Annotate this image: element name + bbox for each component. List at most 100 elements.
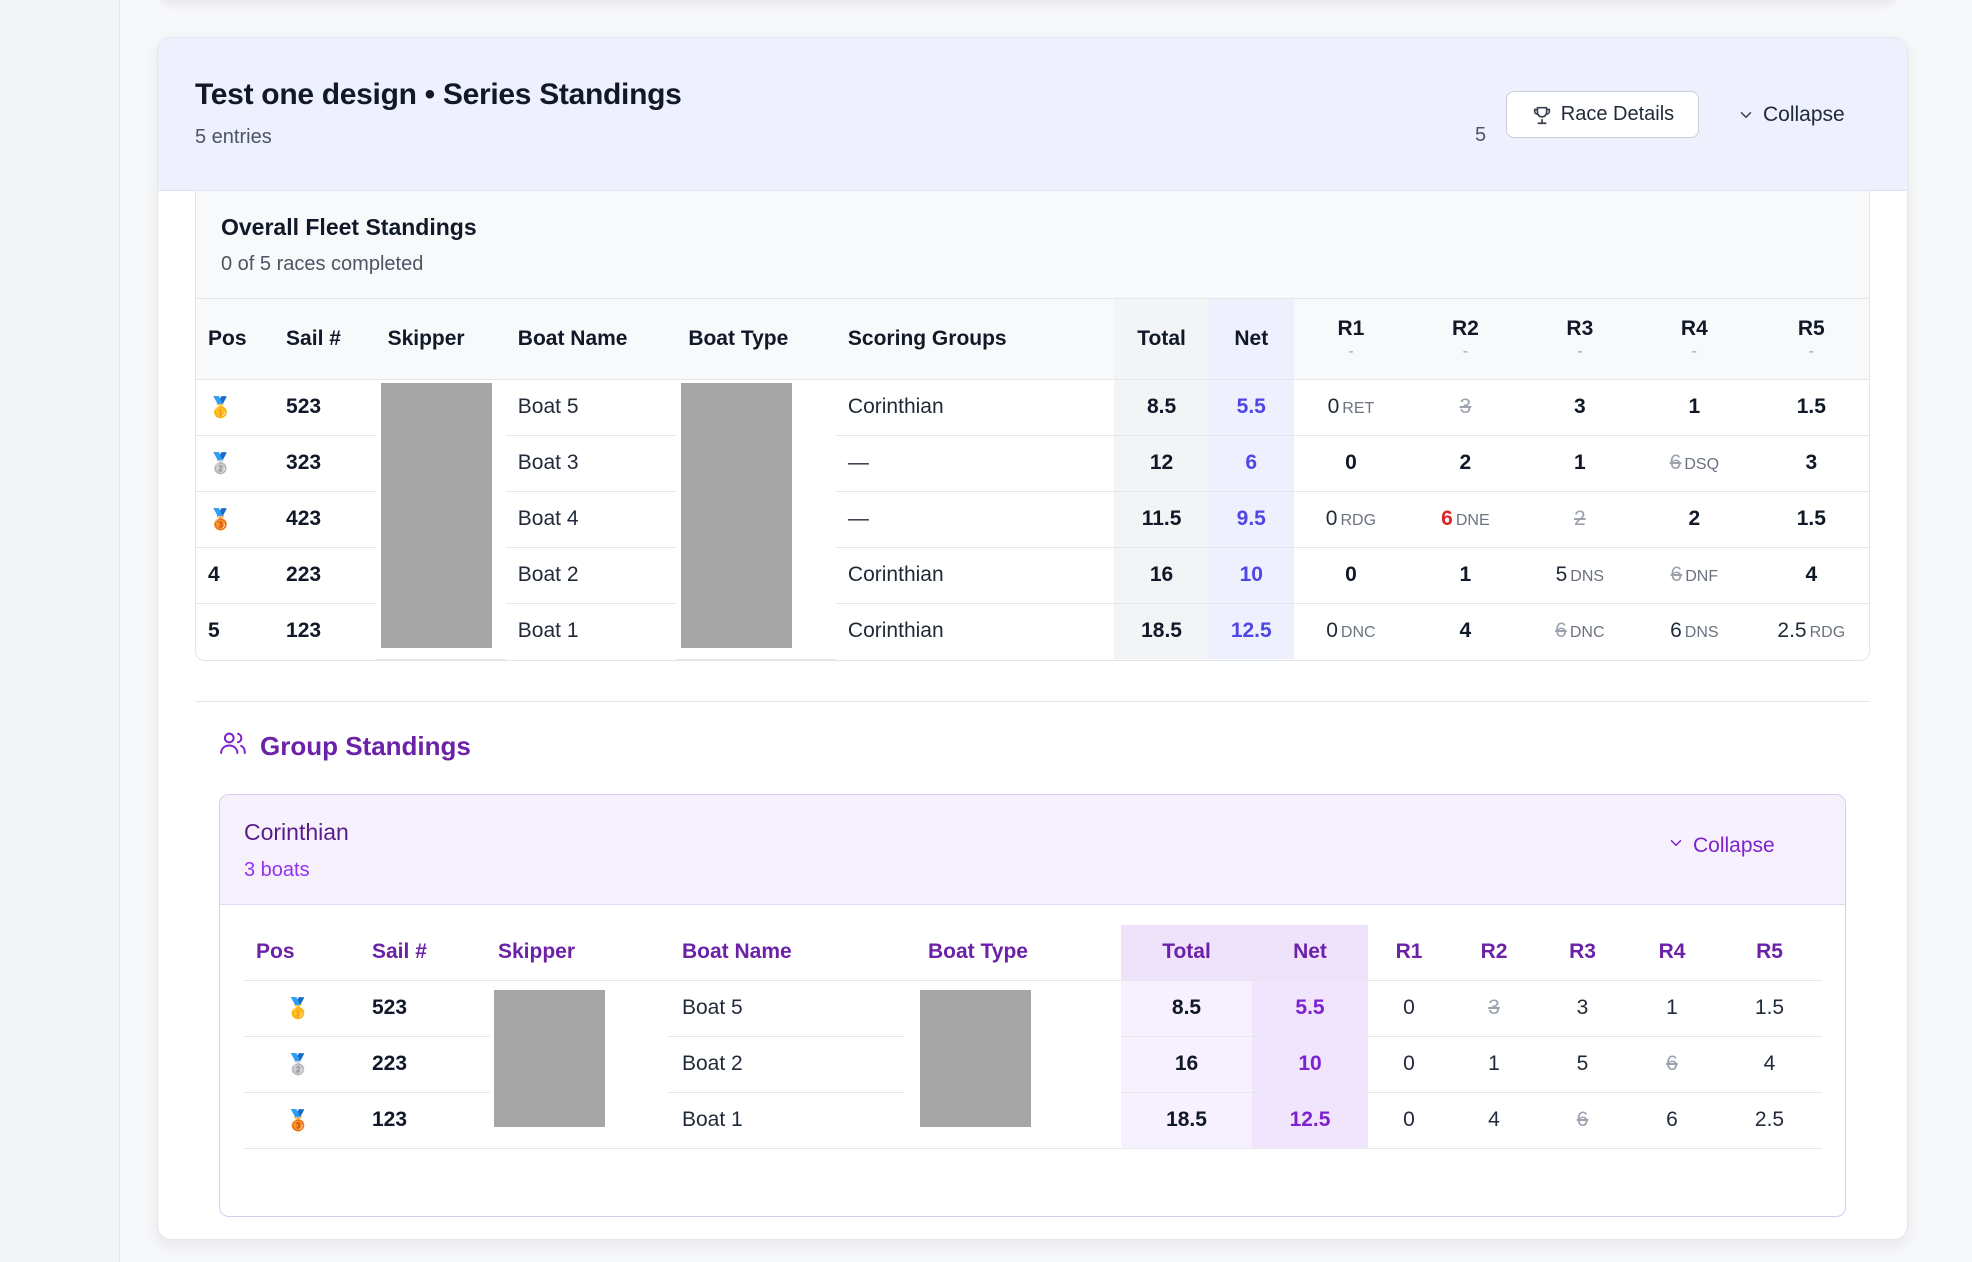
col-r3[interactable]: R3	[1538, 925, 1627, 981]
boat-name: Boat 2	[505, 547, 677, 604]
race-5-result: 4	[1717, 1036, 1822, 1093]
total-score: 18.5	[1121, 1092, 1252, 1149]
discarded-score: 6	[1666, 1052, 1678, 1075]
scoring-group: Corinthian	[835, 379, 1115, 436]
total-score: 16	[1114, 547, 1209, 604]
discarded-score: 3	[1488, 996, 1500, 1019]
race-1-result: 0	[1368, 1092, 1450, 1149]
col-boat-name[interactable]: Boat Name	[668, 925, 904, 981]
col-r5-label: R5	[1797, 316, 1825, 340]
net-score: 6	[1208, 435, 1294, 492]
col-total[interactable]: Total	[1114, 299, 1209, 380]
group-standings-title: Group Standings	[260, 731, 471, 761]
col-r2[interactable]: R2 -	[1408, 299, 1523, 380]
col-r1-label: R1	[1337, 316, 1365, 340]
col-net[interactable]: Net	[1208, 299, 1294, 380]
race-details-button[interactable]: Race Details	[1506, 91, 1699, 138]
col-net[interactable]: Net	[1252, 925, 1368, 981]
discarded-score: 3	[1459, 395, 1472, 418]
penalty-code: RDG	[1340, 512, 1377, 529]
chevron-down-icon	[1737, 106, 1755, 124]
col-sail[interactable]: Sail #	[274, 299, 376, 380]
penalty-score: 6	[1441, 507, 1453, 530]
col-r2[interactable]: R2	[1450, 925, 1538, 981]
race-3-result: 3	[1538, 980, 1627, 1037]
col-pos[interactable]: Pos	[244, 925, 352, 981]
col-r1[interactable]: R1 -	[1293, 299, 1409, 380]
race-score: 0	[1327, 395, 1340, 418]
boat-name: Boat 5	[505, 379, 677, 436]
col-r4-label: R4	[1680, 316, 1708, 340]
group-collapse-button[interactable]: Collapse	[1667, 834, 1775, 858]
scoring-group: —	[835, 435, 1115, 492]
discarded-score: 2	[1574, 507, 1586, 530]
group-collapse-label: Collapse	[1693, 834, 1775, 857]
race-3-result: 6	[1538, 1092, 1627, 1149]
trophy-icon	[1531, 104, 1553, 126]
col-sail[interactable]: Sail #	[352, 925, 490, 981]
race-1-result: 0	[1293, 547, 1409, 604]
corinthian-group-panel: Corinthian 3 boats Collapse Pos Sail # S…	[219, 794, 1846, 1217]
fleet-header: Overall Fleet Standings 0 of 5 races com…	[196, 191, 1869, 299]
total-score: 16	[1121, 1036, 1252, 1093]
redaction-block	[494, 989, 605, 1127]
col-r1[interactable]: R1	[1368, 925, 1450, 981]
race-3-result: 6 DNC	[1523, 603, 1637, 659]
series-collapse-button[interactable]: Collapse	[1737, 91, 1845, 138]
race-5-result: 1.5	[1717, 980, 1822, 1037]
fleet-subtitle: 0 of 5 races completed	[221, 253, 424, 275]
col-skipper[interactable]: Skipper	[375, 299, 506, 380]
fleet-standings-table: Pos Sail # Skipper Boat Name Boat Type S…	[196, 299, 1869, 660]
table-row: 4 223 Boat 2 Corinthian 16 10 0 1 5 DNS 6…	[196, 547, 1869, 604]
skipper-redacted	[490, 980, 668, 1149]
race-score: 6	[1670, 619, 1682, 643]
race-score: 0	[1325, 507, 1338, 530]
total-score: 11.5	[1114, 491, 1209, 548]
col-r5[interactable]: R5 -	[1751, 299, 1869, 380]
table-row: 🥉 123 Boat 1 18.5 12.5 0 4 6 6 2.5	[244, 1092, 1822, 1149]
col-scoring-groups[interactable]: Scoring Groups	[835, 299, 1115, 380]
group-header: Corinthian 3 boats Collapse	[220, 795, 1845, 905]
race-4-result: 6	[1627, 1036, 1717, 1093]
col-r3[interactable]: R3 -	[1522, 299, 1638, 380]
race-5-result: 4	[1751, 547, 1869, 604]
group-title: Corinthian	[244, 819, 349, 845]
race-3-result: 1	[1522, 435, 1638, 492]
table-row: 🥈 223 Boat 2 16 10 0 1 5 6 4	[244, 1036, 1822, 1093]
race-1-result: 0	[1368, 980, 1450, 1037]
race-4-result: 6 DSQ	[1637, 435, 1752, 492]
race-2-result: 1	[1408, 547, 1523, 604]
position-medal: 🥇	[244, 980, 352, 1037]
col-r5-sub: -	[1808, 342, 1814, 360]
boat-name: Boat 1	[517, 619, 579, 643]
race-5-result: 2.5 RDG	[1752, 603, 1869, 659]
col-boat-name[interactable]: Boat Name	[505, 299, 677, 380]
penalty-code: RET	[1342, 400, 1375, 417]
race-4-result: 1	[1627, 980, 1717, 1037]
col-skipper[interactable]: Skipper	[490, 925, 668, 981]
redaction-block	[380, 382, 492, 648]
boat-type-redacted	[904, 980, 1121, 1149]
discarded-score: 6	[1670, 563, 1683, 586]
col-boat-type[interactable]: Boat Type	[904, 925, 1121, 981]
col-r4[interactable]: R4	[1627, 925, 1717, 981]
table-row: 🥈 323 Boat 3 — 12 6 0 2 1 6 DSQ 3	[196, 435, 1869, 492]
col-r5[interactable]: R5	[1717, 925, 1822, 981]
race-1-result: 0 DNC	[1294, 603, 1409, 659]
group-standings-heading: Group Standings	[218, 728, 471, 765]
race-2-result: 4	[1450, 1092, 1538, 1149]
col-r3-label: R3	[1566, 316, 1594, 340]
col-r4[interactable]: R4 -	[1637, 299, 1752, 380]
boat-name: Boat 4	[505, 491, 677, 548]
col-boat-type[interactable]: Boat Type	[676, 299, 836, 380]
sail-number: 123	[286, 619, 322, 643]
boat-name: Boat 2	[668, 1036, 904, 1093]
net-score: 9.5	[1208, 491, 1294, 548]
skipper-redacted	[375, 379, 506, 660]
position-medal: 🥇	[196, 379, 275, 436]
penalty-code: DSQ	[1684, 456, 1720, 473]
users-icon	[218, 728, 248, 765]
col-total[interactable]: Total	[1121, 925, 1252, 981]
race-2-result: 6 DNE	[1408, 491, 1523, 548]
col-pos[interactable]: Pos	[196, 299, 275, 380]
